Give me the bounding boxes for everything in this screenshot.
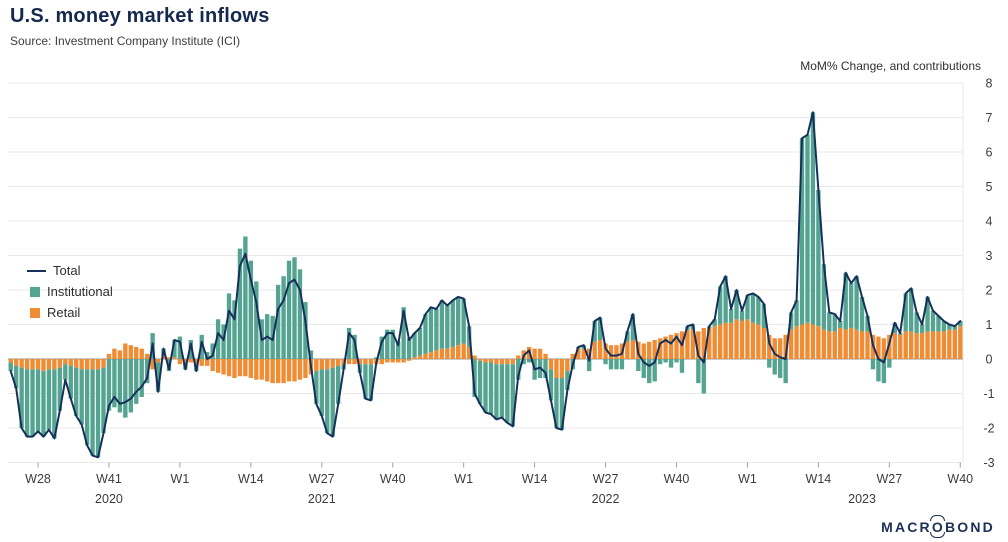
legend: Total Institutional Retail: [27, 260, 113, 323]
y-axis-label: 6: [986, 146, 993, 160]
y-axis-label: 7: [986, 111, 993, 125]
year-label: 2020: [95, 492, 123, 506]
y-axis-label: 8: [986, 77, 993, 91]
x-axis-label: W14: [238, 472, 264, 486]
x-axis-label: W1: [171, 472, 190, 486]
source-note: Source: Investment Company Institute (IC…: [10, 34, 241, 48]
legend-label-total: Total: [53, 263, 81, 278]
x-axis-label: W14: [806, 472, 832, 486]
x-axis-label: W27: [593, 472, 619, 486]
logo-text-post: BOND: [944, 519, 995, 535]
total-line: [9, 111, 962, 459]
logo-o-letter: O: [931, 519, 945, 535]
y-axis-label: 2: [986, 284, 993, 298]
legend-item-retail: Retail: [27, 302, 113, 323]
y-axis-label: 4: [986, 215, 993, 229]
y-axis-label: 1: [986, 318, 993, 332]
retail-swatch: [30, 307, 40, 318]
x-axis-label: W1: [738, 472, 757, 486]
retail-bars: [8, 319, 963, 384]
x-axis-label: W40: [664, 472, 690, 486]
y-axis-label: -1: [983, 387, 994, 401]
year-label: 2022: [592, 492, 620, 506]
x-axis: W28 W41 W1 W14 W27 W40 W1 W14 W27 W40 W1 W14 W27 W40 2…: [25, 462, 973, 506]
y-axis: 8 7 6 5 4 3 2 1 0 -1 -2 -3: [983, 77, 994, 471]
year-label: 2023: [848, 492, 876, 506]
y-axis-label: 0: [986, 353, 993, 367]
x-axis-label: W1: [454, 472, 473, 486]
total-line-swatch: [27, 269, 46, 272]
logo-text-pre: MACR: [881, 519, 932, 535]
legend-item-institutional: Institutional: [27, 281, 113, 302]
y-axis-label: -2: [983, 422, 994, 436]
y-axis-label: 5: [986, 180, 993, 194]
x-axis-label: W40: [947, 472, 973, 486]
axis-annotation: MoM% Change, and contributions: [800, 59, 981, 73]
legend-item-total: Total: [27, 260, 113, 281]
legend-label-retail: Retail: [47, 305, 81, 320]
x-axis-label: W41: [96, 472, 122, 486]
x-axis-label: W28: [25, 472, 51, 486]
y-axis-label: -3: [983, 456, 994, 470]
legend-label-institutional: Institutional: [47, 284, 113, 299]
year-label: 2021: [308, 492, 336, 506]
page-title: U.S. money market inflows: [10, 5, 270, 27]
x-axis-label: W40: [380, 472, 406, 486]
institutional-swatch: [30, 286, 40, 297]
y-axis-label: 3: [986, 249, 993, 263]
logo-orbit-o: O: [929, 515, 946, 538]
x-axis-label: W27: [876, 472, 902, 486]
institutional-bars: [8, 112, 963, 458]
macrobond-logo: MACROBOND: [881, 515, 995, 538]
x-axis-label: W27: [309, 472, 335, 486]
x-axis-label: W14: [522, 472, 548, 486]
